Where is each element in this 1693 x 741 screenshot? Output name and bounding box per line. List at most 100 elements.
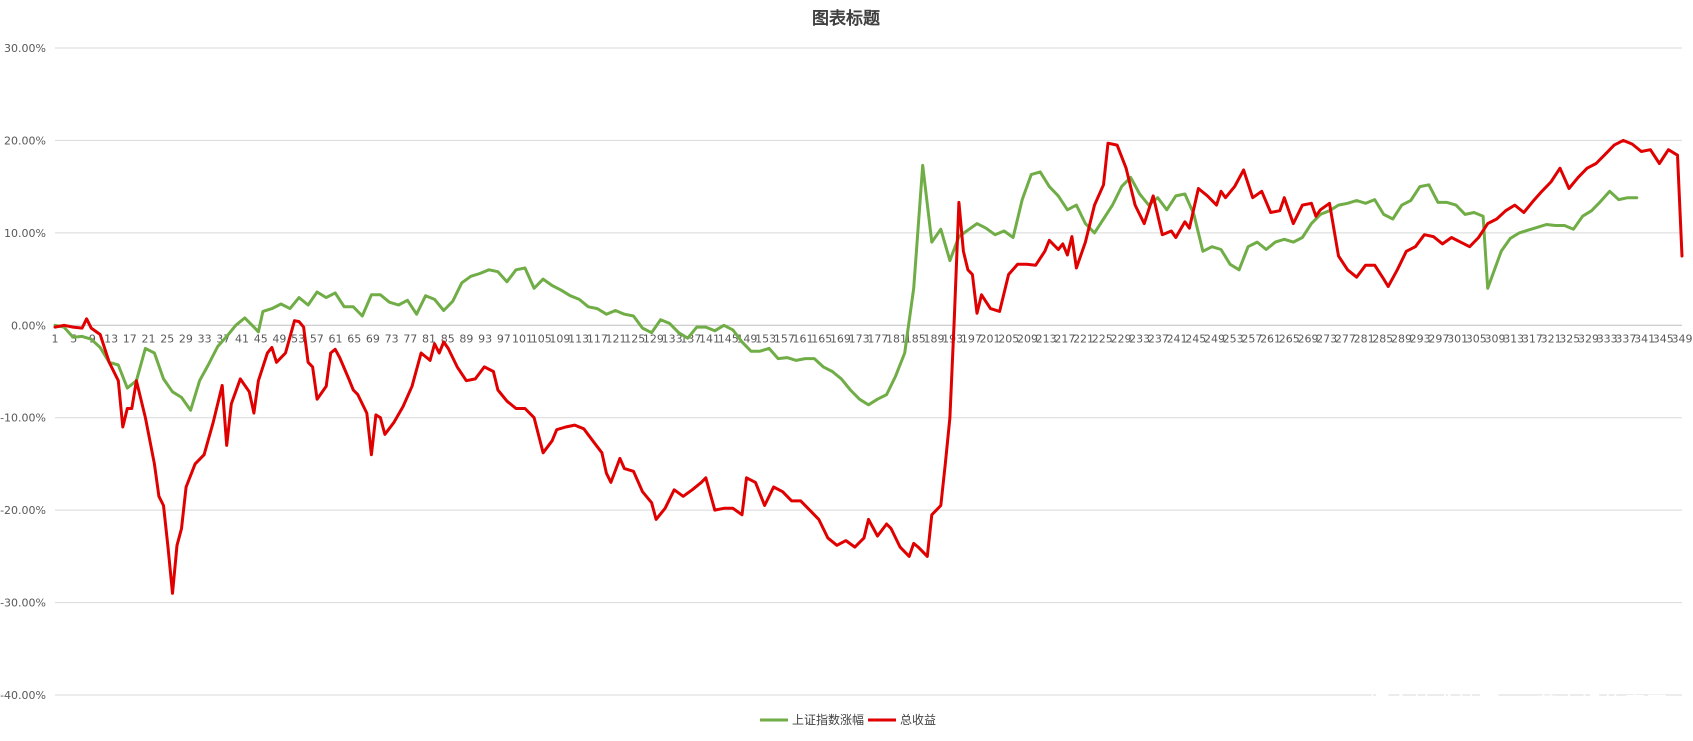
x-tick-label: 241 bbox=[1167, 332, 1188, 345]
x-tick-label: 253 bbox=[1223, 332, 1244, 345]
x-tick-label: 17 bbox=[123, 332, 137, 345]
x-tick-label: 53 bbox=[291, 332, 305, 345]
x-tick-label: 181 bbox=[886, 332, 907, 345]
x-tick-label: 141 bbox=[699, 332, 720, 345]
x-tick-label: 97 bbox=[497, 332, 511, 345]
x-tick-label: 349 bbox=[1672, 332, 1693, 345]
y-tick-label: 30.00% bbox=[4, 42, 46, 55]
x-tick-label: 101 bbox=[512, 332, 533, 345]
x-tick-label: 313 bbox=[1503, 332, 1524, 345]
x-tick-label: 325 bbox=[1559, 332, 1580, 345]
x-tick-label: 277 bbox=[1335, 332, 1356, 345]
x-tick-label: 45 bbox=[254, 332, 268, 345]
y-tick-label: -40.00% bbox=[0, 689, 46, 702]
x-tick-label: 25 bbox=[160, 332, 174, 345]
x-tick-label: 329 bbox=[1578, 332, 1599, 345]
x-tick-label: 337 bbox=[1615, 332, 1636, 345]
x-tick-label: 245 bbox=[1185, 332, 1206, 345]
x-tick-label: 41 bbox=[235, 332, 249, 345]
x-tick-label: 29 bbox=[179, 332, 193, 345]
x-tick-label: 69 bbox=[366, 332, 380, 345]
series-line-2 bbox=[53, 138, 1684, 595]
legend-label: 总收益 bbox=[900, 713, 936, 727]
x-tick-label: 157 bbox=[774, 332, 795, 345]
x-tick-label: 265 bbox=[1279, 332, 1300, 345]
x-tick-label: 333 bbox=[1597, 332, 1618, 345]
x-tick-label: 309 bbox=[1484, 332, 1505, 345]
x-tick-label: 1 bbox=[52, 332, 59, 345]
y-tick-label: 0.00% bbox=[11, 319, 46, 332]
x-tick-label: 201 bbox=[980, 332, 1001, 345]
x-tick-label: 5 bbox=[70, 332, 77, 345]
y-tick-label: -10.00% bbox=[0, 412, 46, 425]
x-tick-label: 221 bbox=[1073, 332, 1094, 345]
x-tick-label: 173 bbox=[849, 332, 870, 345]
x-tick-label: 257 bbox=[1241, 332, 1262, 345]
x-tick-label: 161 bbox=[793, 332, 814, 345]
x-tick-label: 273 bbox=[1316, 332, 1337, 345]
x-tick-label: 293 bbox=[1410, 332, 1431, 345]
x-tick-label: 125 bbox=[624, 332, 645, 345]
x-tick-label: 249 bbox=[1204, 332, 1225, 345]
x-tick-label: 57 bbox=[310, 332, 324, 345]
x-tick-label: 121 bbox=[606, 332, 627, 345]
gridlines bbox=[55, 47, 1682, 696]
x-tick-label: 13 bbox=[104, 332, 118, 345]
x-tick-label: 21 bbox=[142, 332, 156, 345]
x-tick-label: 109 bbox=[549, 332, 570, 345]
chart-title: 图表标题 bbox=[812, 8, 881, 29]
x-tick-label: 117 bbox=[587, 332, 608, 345]
x-tick-label: 301 bbox=[1447, 332, 1468, 345]
x-tick-label: 153 bbox=[755, 332, 776, 345]
x-tick-label: 205 bbox=[998, 332, 1019, 345]
x-tick-label: 209 bbox=[1017, 332, 1038, 345]
series-line-1 bbox=[53, 163, 1639, 412]
x-tick-label: 281 bbox=[1354, 332, 1375, 345]
x-tick-label: 129 bbox=[643, 332, 664, 345]
series-lines bbox=[53, 138, 1684, 595]
x-tick-label: 233 bbox=[1129, 332, 1150, 345]
x-tick-label: 225 bbox=[1092, 332, 1113, 345]
x-tick-label: 341 bbox=[1634, 332, 1655, 345]
x-tick-label: 165 bbox=[811, 332, 832, 345]
x-tick-label: 297 bbox=[1428, 332, 1449, 345]
x-tick-label: 105 bbox=[531, 332, 552, 345]
x-tick-label: 169 bbox=[830, 332, 851, 345]
x-tick-label: 77 bbox=[403, 332, 417, 345]
y-axis-tick-labels: 30.00% 20.00% 10.00% 0.00% -10.00% -20.00% -30… bbox=[0, 42, 46, 702]
x-tick-label: 237 bbox=[1148, 332, 1169, 345]
x-tick-label: 89 bbox=[459, 332, 473, 345]
x-tick-label: 133 bbox=[662, 332, 683, 345]
x-tick-label: 213 bbox=[1036, 332, 1057, 345]
x-tick-label: 81 bbox=[422, 332, 436, 345]
x-tick-label: 229 bbox=[1110, 332, 1131, 345]
y-tick-label: -30.00% bbox=[0, 597, 46, 610]
x-tick-label: 305 bbox=[1466, 332, 1487, 345]
x-tick-label: 185 bbox=[905, 332, 926, 345]
y-tick-label: 20.00% bbox=[4, 134, 46, 147]
x-tick-label: 217 bbox=[1054, 332, 1075, 345]
x-tick-label: 93 bbox=[478, 332, 492, 345]
x-tick-label: 261 bbox=[1260, 332, 1281, 345]
legend: 上证指数涨幅 总收益 bbox=[760, 712, 936, 727]
x-tick-label: 61 bbox=[329, 332, 343, 345]
x-tick-label: 65 bbox=[347, 332, 361, 345]
y-tick-label: 10.00% bbox=[4, 227, 46, 240]
x-tick-label: 189 bbox=[923, 332, 944, 345]
x-tick-label: 317 bbox=[1522, 332, 1543, 345]
legend-label: 上证指数涨幅 bbox=[792, 712, 864, 727]
x-tick-label: 145 bbox=[718, 332, 739, 345]
x-axis-tick-labels: 1 5 9 13 17 21 25 29 33 37 41 45 49 53 57 61 65 69 73 77 81 8… bbox=[52, 332, 1693, 345]
x-tick-label: 73 bbox=[385, 332, 399, 345]
x-tick-label: 49 bbox=[272, 332, 286, 345]
x-tick-label: 177 bbox=[867, 332, 888, 345]
x-tick-label: 289 bbox=[1391, 332, 1412, 345]
x-tick-label: 321 bbox=[1541, 332, 1562, 345]
y-tick-label: -20.00% bbox=[0, 504, 46, 517]
x-tick-label: 33 bbox=[198, 332, 212, 345]
x-tick-label: 197 bbox=[961, 332, 982, 345]
watermark: 掘金技术社区 @ 花小姐的春天 bbox=[1368, 693, 1668, 718]
x-tick-label: 345 bbox=[1653, 332, 1674, 345]
